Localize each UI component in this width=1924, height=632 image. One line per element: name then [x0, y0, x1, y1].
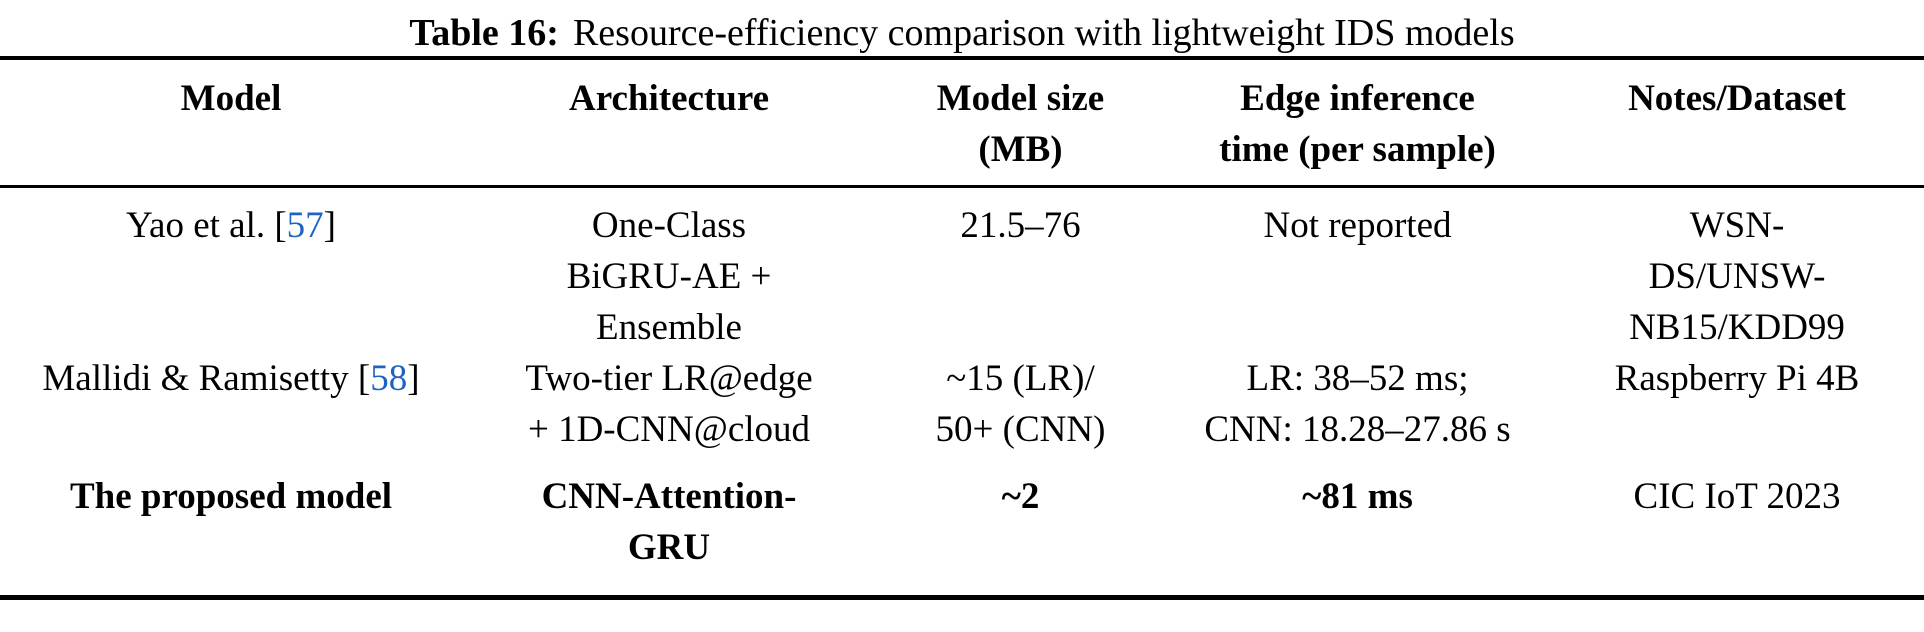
cell-model: Yao et al. [57]: [0, 187, 462, 354]
cell-model-size: 21.5–76: [960, 205, 1081, 246]
column-header-model: Model: [0, 58, 462, 188]
column-header-edge-inference-time: Edge inference time (per sample): [1165, 58, 1550, 188]
cell-edge-inference-time: ~81 ms: [1302, 476, 1413, 517]
cell-notes-dataset: CIC IoT 2023: [1633, 476, 1841, 517]
citation-bracket-close: ]: [323, 205, 336, 246]
cell-model-size: ~15 (LR)/ 50+ (CNN): [935, 358, 1106, 450]
table-row-yao-et-al: Yao et al. [57] One-Class BiGRU-AE + Ens…: [0, 187, 1924, 354]
cell-architecture: One-Class BiGRU-AE + Ensemble: [566, 205, 772, 348]
model-name: Yao et al.: [126, 205, 275, 246]
cell-architecture: Two-tier LR@edge + 1D-CNN@cloud: [525, 358, 813, 450]
cell-model: The proposed model: [69, 476, 393, 517]
table-row-proposed-model: The proposed model CNN-Attention- GRU ~2…: [0, 455, 1924, 598]
resource-efficiency-table: Model Architecture Model size (MB) Edge …: [0, 56, 1924, 600]
column-header-architecture: Architecture: [462, 58, 876, 188]
cell-model: Mallidi & Ramisetty [58]: [0, 353, 462, 455]
citation-link[interactable]: 58: [370, 358, 408, 399]
table-caption-label: Table 16:: [409, 12, 559, 54]
citation-bracket-open: [: [357, 358, 371, 399]
table-caption: Table 16: Resource-efficiency comparison …: [0, 0, 1924, 56]
citation-bracket-close: ]: [407, 358, 420, 399]
column-header-notes-dataset: Notes/Dataset: [1550, 58, 1924, 188]
citation-link[interactable]: 57: [286, 205, 324, 246]
cell-notes-dataset: WSN- DS/UNSW- NB15/KDD99: [1629, 205, 1845, 348]
cell-edge-inference-time: Not reported: [1263, 205, 1452, 246]
model-name: Mallidi & Ramisetty: [42, 358, 358, 399]
citation-bracket-open: [: [274, 205, 287, 246]
table-row-mallidi-ramisetty: Mallidi & Ramisetty [58] Two-tier LR@edg…: [0, 353, 1924, 455]
table-caption-text: Resource-efficiency comparison with ligh…: [572, 12, 1515, 54]
cell-architecture: CNN-Attention- GRU: [541, 476, 797, 568]
column-header-model-size: Model size (MB): [876, 58, 1165, 188]
cell-notes-dataset: Raspberry Pi 4B: [1614, 358, 1860, 399]
header-row: Model Architecture Model size (MB) Edge …: [0, 58, 1924, 188]
cell-model-size: ~2: [1001, 476, 1040, 517]
cell-edge-inference-time: LR: 38–52 ms; CNN: 18.28–27.86 s: [1204, 358, 1511, 450]
